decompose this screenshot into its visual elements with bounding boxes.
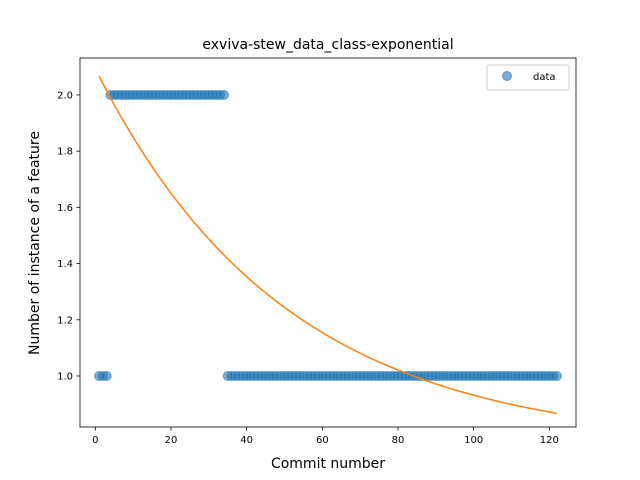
chart-title: exviva-stew_data_class-exponential (202, 37, 453, 53)
x-tick-label: 80 (392, 435, 405, 446)
axes: 0 20 40 60 80 100 120 1.0 1.2 1.4 1.6 1.8 2.0 (57, 57, 577, 446)
y-tick-label: 1.0 (57, 371, 73, 382)
fit-line (98, 75, 558, 415)
y-tick-label: 1.2 (57, 315, 73, 326)
x-axis-label: Commit number (271, 456, 385, 472)
x-tick-label: 120 (540, 435, 559, 446)
x-tick-label: 20 (165, 435, 178, 446)
axes-frame (79, 57, 577, 428)
y-tick-label: 1.8 (57, 147, 73, 158)
data-point (551, 370, 562, 381)
y-tick-label: 1.4 (57, 259, 73, 270)
data-point (101, 370, 112, 381)
y-tick-label: 2.0 (57, 90, 73, 101)
x-tick-label: 0 (92, 435, 98, 446)
legend-label-data: data (533, 72, 556, 83)
y-tick-label: 1.6 (57, 203, 73, 214)
y-axis-label: Number of instance of a feature (27, 131, 43, 355)
x-tick-label: 100 (464, 435, 483, 446)
plot-area (94, 75, 562, 415)
x-tick-label: 60 (316, 435, 329, 446)
legend: data (486, 64, 570, 91)
x-tick-label: 40 (240, 435, 253, 446)
data-point (218, 89, 229, 100)
legend-frame (486, 64, 570, 91)
legend-marker-data (502, 71, 512, 81)
